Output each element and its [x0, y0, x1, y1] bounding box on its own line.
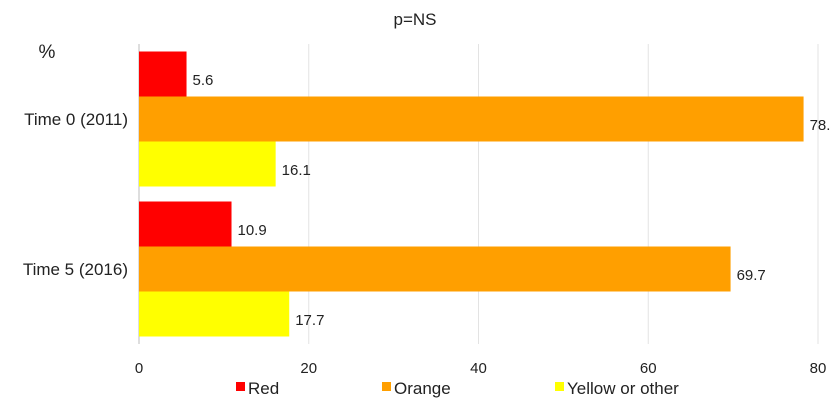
x-axis-ticks: 0 20 40 60 80	[135, 360, 827, 377]
bar-orange	[139, 246, 731, 292]
data-label: 78.3	[810, 117, 831, 134]
bar-red	[139, 201, 232, 247]
x-tick-label: 80	[810, 360, 827, 377]
category-label: Time 5 (2016)	[23, 260, 128, 279]
bars	[139, 51, 804, 337]
bar-orange	[139, 96, 804, 142]
legend-swatch	[382, 382, 391, 391]
legend: Red Orange Yellow or other	[236, 379, 679, 398]
legend-swatch	[555, 382, 564, 391]
chart-title: p=NS	[394, 10, 437, 29]
category-label: Time 0 (2011)	[24, 110, 128, 129]
x-tick-label: 20	[300, 360, 317, 377]
data-label: 10.9	[238, 222, 267, 239]
data-labels: 5.6 78.3 16.1 10.9 69.7 17.7	[193, 72, 831, 329]
data-label: 17.7	[295, 312, 324, 329]
data-label: 5.6	[193, 72, 214, 89]
x-tick-label: 40	[470, 360, 487, 377]
legend-label: Orange	[394, 379, 451, 398]
legend-swatch	[236, 382, 245, 391]
y-axis-label: %	[39, 42, 56, 63]
x-tick-label: 0	[135, 360, 143, 377]
bar-yellow-or-other	[139, 141, 276, 187]
category-labels: Time 0 (2011) Time 5 (2016)	[23, 110, 128, 279]
bar-red	[139, 51, 187, 97]
legend-label: Yellow or other	[567, 379, 679, 398]
legend-label: Red	[248, 379, 279, 398]
data-label: 16.1	[282, 162, 311, 179]
bar-yellow-or-other	[139, 291, 290, 337]
x-tick-label: 60	[640, 360, 657, 377]
data-label: 69.7	[737, 267, 766, 284]
